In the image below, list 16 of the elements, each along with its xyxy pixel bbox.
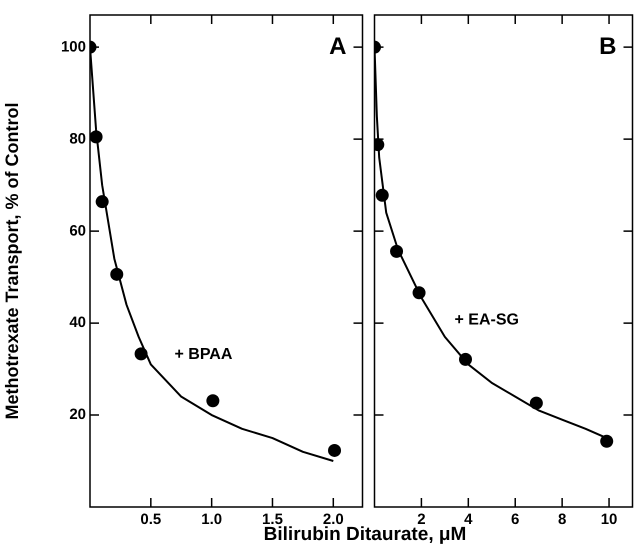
annotation: + BPAA (174, 346, 233, 363)
annotation: A (329, 32, 346, 60)
y-axis-title: Methotrexate Transport, % of Control (2, 102, 22, 420)
x-tick-label: 0.5 (140, 511, 162, 528)
x-tick-label: 6 (511, 511, 520, 528)
annotation: + EA-SG (454, 311, 519, 328)
y-tick-label: 60 (69, 222, 86, 240)
x-tick-label: 8 (558, 511, 566, 528)
y-tick-label: 100 (60, 38, 86, 56)
annotation: B (599, 32, 616, 60)
x-tick-label: 10 (600, 511, 618, 528)
x-tick-label: 4 (464, 511, 474, 528)
y-tick-label: 20 (69, 406, 86, 424)
x-tick-label: 1.0 (201, 511, 222, 528)
y-tick-label: 40 (69, 314, 86, 332)
y-tick-label: 80 (69, 130, 86, 148)
